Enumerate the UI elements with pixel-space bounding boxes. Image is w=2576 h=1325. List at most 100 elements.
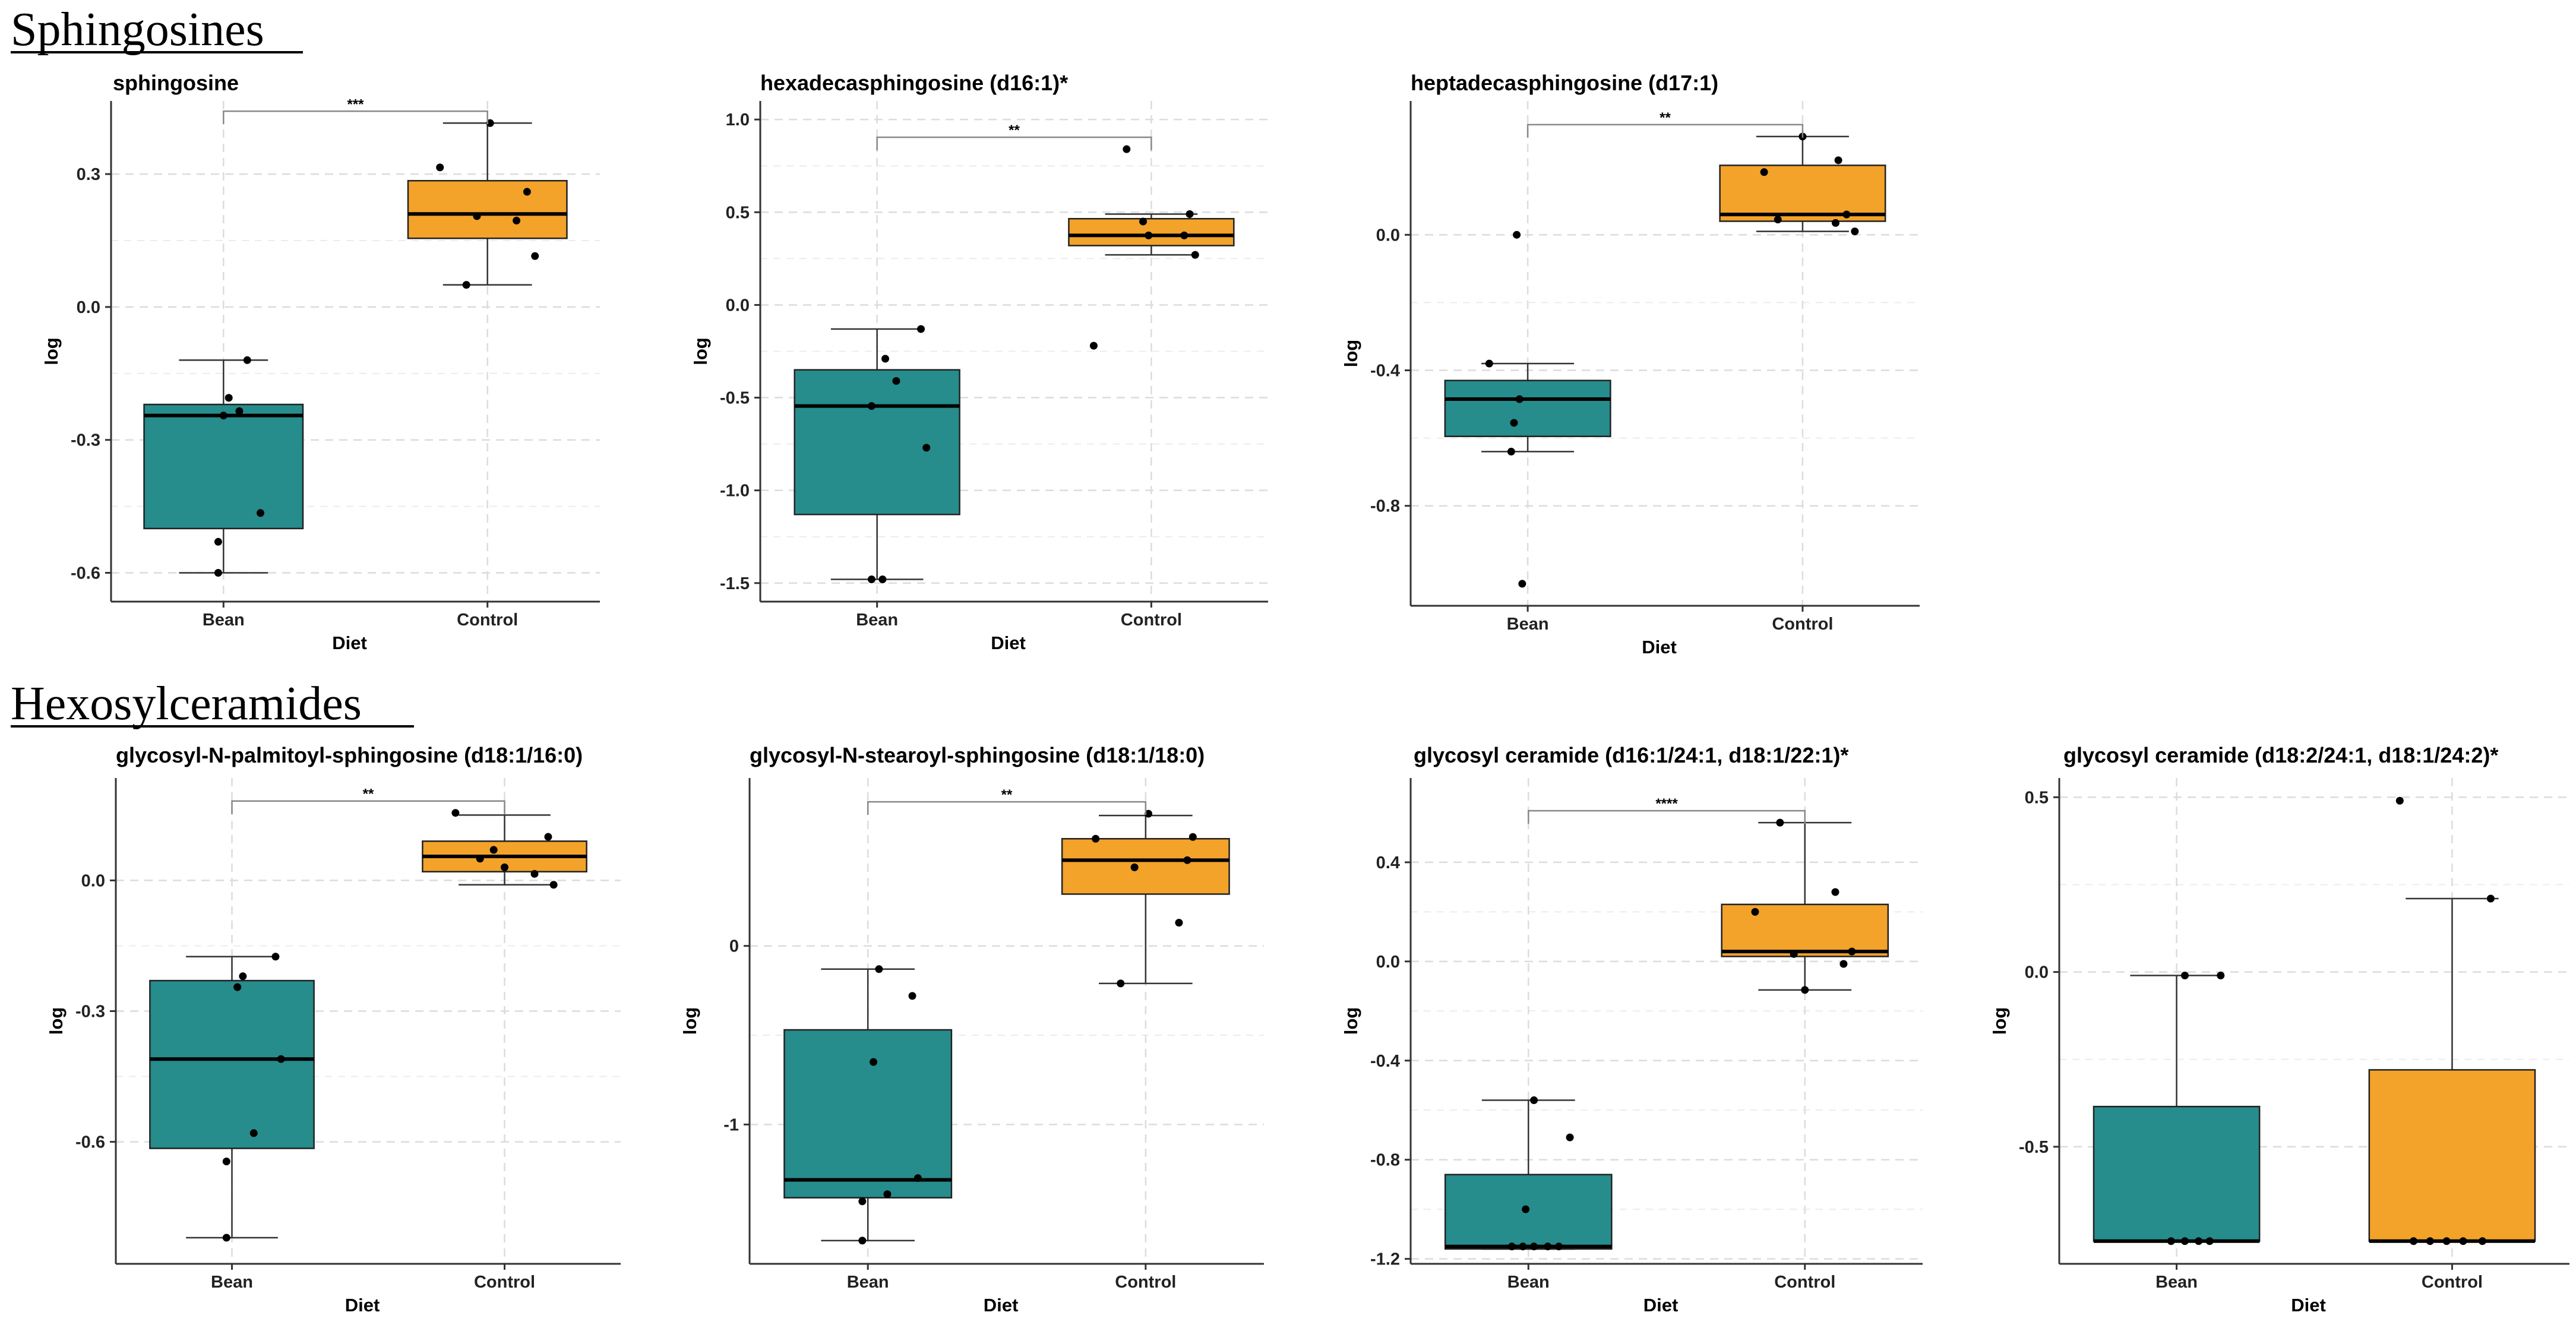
data-point bbox=[2478, 1237, 2486, 1245]
data-point bbox=[1183, 856, 1191, 864]
x-tick-label-control: Control bbox=[457, 611, 518, 630]
y-tick-label: -0.8 bbox=[1370, 497, 1400, 516]
x-tick-label-bean: Bean bbox=[203, 611, 245, 630]
y-axis-title: log bbox=[1989, 1007, 2010, 1035]
data-point bbox=[271, 953, 280, 961]
box-control bbox=[1721, 903, 1889, 957]
chart-panel-1: sphingosine *** 0.3 0.0 -0.3 -0.6 Bean Control D… bbox=[41, 71, 600, 653]
data-point bbox=[476, 855, 484, 863]
chart-panel-6: glycosyl ceramide (d16:1/24:1, d18:1/22:… bbox=[1341, 743, 1923, 1315]
y-tick-label: 0 bbox=[729, 937, 739, 956]
data-point bbox=[1130, 863, 1139, 871]
x-axis-title: Diet bbox=[2291, 1295, 2326, 1315]
data-point bbox=[222, 1234, 230, 1242]
data-point bbox=[1507, 447, 1515, 456]
data-point bbox=[1544, 1242, 1552, 1251]
data-point bbox=[892, 377, 900, 385]
data-point bbox=[1191, 251, 1199, 259]
box-control bbox=[1068, 218, 1235, 246]
x-axis-title: Diet bbox=[332, 633, 367, 653]
y-tick-label: 0.0 bbox=[1376, 953, 1400, 972]
significance-bracket bbox=[1526, 124, 1804, 138]
significance-bracket bbox=[223, 110, 488, 125]
data-point bbox=[243, 356, 251, 364]
data-point bbox=[1186, 210, 1194, 218]
y-tick-label: -0.3 bbox=[75, 1002, 105, 1021]
data-point bbox=[239, 972, 247, 981]
y-tick-label: -0.8 bbox=[1370, 1151, 1400, 1170]
data-point bbox=[1530, 1242, 1538, 1251]
y-tick-label: 1.0 bbox=[726, 110, 750, 129]
y-tick-label: 0.0 bbox=[1376, 226, 1400, 245]
data-point bbox=[225, 394, 233, 402]
data-point bbox=[214, 537, 222, 546]
y-tick-label: -0.5 bbox=[720, 389, 750, 408]
y-tick-label: -0.6 bbox=[75, 1133, 105, 1152]
data-point bbox=[1839, 960, 1848, 968]
chart-title: glycosyl ceramide (d18:2/24:1, d18:1/24:… bbox=[2063, 743, 2498, 767]
data-point bbox=[867, 575, 875, 584]
y-tick-label: -0.6 bbox=[71, 564, 100, 583]
data-point bbox=[858, 1237, 867, 1245]
box-control bbox=[407, 180, 568, 239]
significance-label: **** bbox=[1655, 796, 1678, 812]
box-bean bbox=[149, 979, 315, 1149]
data-point bbox=[914, 1174, 922, 1182]
data-point bbox=[1801, 986, 1809, 994]
data-point bbox=[233, 983, 242, 991]
box-control bbox=[1719, 165, 1886, 222]
data-point bbox=[908, 992, 916, 1000]
box-bean bbox=[2093, 1105, 2261, 1242]
data-point bbox=[530, 869, 539, 878]
chart-title: hexadecasphingosine (d16:1)* bbox=[760, 71, 1068, 95]
data-point bbox=[2486, 894, 2495, 903]
data-point bbox=[1554, 1242, 1563, 1251]
data-point bbox=[2395, 796, 2404, 805]
box-bean bbox=[794, 369, 960, 516]
x-tick-label-control: Control bbox=[474, 1273, 535, 1292]
x-tick-label-control: Control bbox=[1772, 615, 1833, 634]
data-point bbox=[1790, 950, 1798, 958]
box-bean bbox=[783, 1029, 953, 1198]
data-point bbox=[2205, 1237, 2214, 1245]
data-point bbox=[257, 509, 265, 517]
data-point bbox=[2180, 1237, 2189, 1245]
section-title-hexosylceramides: Hexosylceramides bbox=[11, 678, 362, 730]
y-axis-title: log bbox=[46, 1007, 67, 1035]
data-point bbox=[1513, 230, 1521, 239]
data-point bbox=[436, 163, 444, 172]
data-point bbox=[1522, 1205, 1530, 1213]
data-point bbox=[2426, 1237, 2434, 1245]
chart-panel-2: hexadecasphingosine (d16:1)* ** 1.0 0.5 0.0 -… bbox=[690, 71, 1268, 653]
data-point bbox=[2442, 1237, 2451, 1245]
y-tick-label: 0.5 bbox=[726, 203, 750, 222]
data-point bbox=[523, 188, 531, 196]
data-point bbox=[489, 846, 498, 854]
y-axis-title: log bbox=[1341, 1007, 1361, 1035]
significance-label: ** bbox=[1001, 787, 1013, 803]
y-tick-label: 0.3 bbox=[77, 165, 100, 184]
x-tick-label-control: Control bbox=[1121, 611, 1182, 630]
data-point bbox=[1530, 1096, 1538, 1105]
data-point bbox=[875, 965, 883, 973]
significance-bracket bbox=[867, 801, 1147, 815]
data-point bbox=[277, 1055, 285, 1063]
y-axis-title: log bbox=[679, 1007, 700, 1035]
data-point bbox=[867, 402, 875, 410]
chart-panel-4: glycosyl-N-palmitoyl-sphingosine (d18:1/… bbox=[46, 743, 621, 1315]
significance-bracket bbox=[1528, 809, 1806, 824]
x-tick-label-bean: Bean bbox=[847, 1273, 889, 1292]
y-tick-label: -1.5 bbox=[720, 574, 750, 593]
x-tick-label-control: Control bbox=[1774, 1273, 1835, 1292]
y-tick-label: 0.4 bbox=[1376, 853, 1400, 872]
data-point bbox=[1842, 210, 1851, 219]
data-point bbox=[473, 212, 481, 220]
significance-bracket bbox=[876, 136, 1152, 151]
chart-title: sphingosine bbox=[113, 71, 239, 95]
y-tick-label: -0.3 bbox=[71, 431, 100, 450]
data-point bbox=[883, 1190, 892, 1198]
chart-title: glycosyl ceramide (d16:1/24:1, d18:1/22:… bbox=[1414, 743, 1848, 767]
data-point bbox=[222, 1158, 230, 1166]
data-point bbox=[1751, 907, 1759, 916]
significance-label: *** bbox=[347, 96, 364, 112]
